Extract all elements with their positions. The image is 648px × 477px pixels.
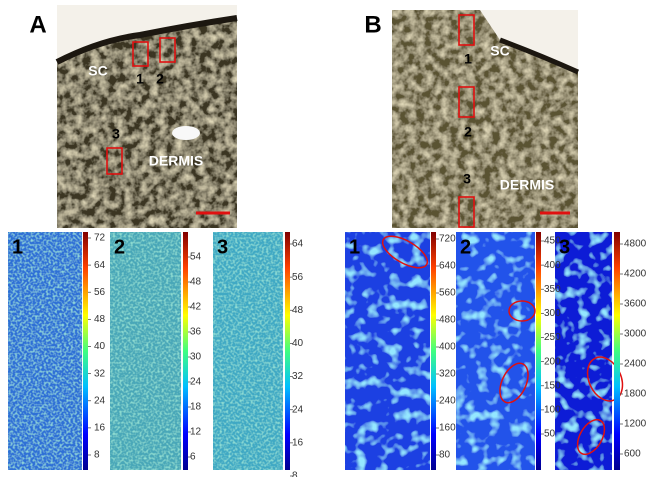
colorbar-tick-label: 400 (544, 260, 561, 271)
colorbar (536, 232, 541, 470)
colorbar-tick-label: 30 (190, 352, 202, 363)
colorbar-tick-label: 400 (439, 342, 456, 353)
colorbar-tick-label: 250 (544, 332, 561, 343)
micrograph-b (392, 10, 578, 228)
colorbar-tick-label: 48 (190, 277, 202, 288)
colorbar-tick-label: 64 (94, 260, 106, 271)
colorbar-tick-label: 24 (292, 404, 304, 415)
colorbar-tick-label: 600 (624, 449, 641, 460)
colorbar-tick-label: 100 (544, 405, 561, 416)
map-label: 1 (349, 236, 360, 258)
colorbar-tick-label: 720 (439, 234, 456, 245)
colorbar-tick-label: 1200 (624, 419, 647, 430)
colorbar-tick-label: 36 (190, 327, 202, 338)
colorbar-tick-label: 40 (292, 338, 304, 349)
tissue-label: SC (88, 63, 107, 79)
region-number: 3 (112, 126, 120, 142)
colorbar-tick-label: 48 (292, 305, 304, 316)
colorbar-tick-label: 240 (439, 396, 456, 407)
colorbar-tick-label: 2400 (624, 359, 647, 370)
colorbar-tick-label: 56 (292, 272, 304, 283)
region-number: 2 (464, 124, 472, 140)
map-label: 2 (460, 236, 471, 258)
colorbar-tick-label: 12 (190, 427, 202, 438)
panel-label: A (29, 11, 46, 38)
colorbar-tick-label: 42 (190, 302, 202, 313)
colorbar-tick-label: 32 (94, 368, 106, 379)
region-number: 1 (136, 71, 144, 87)
colorbar-tick-label: 6 (190, 452, 196, 463)
panel-label: B (364, 11, 381, 38)
map-label: 3 (559, 236, 570, 258)
colorbar-tick-label: 640 (439, 261, 456, 272)
colorbar-tick-label: 50 (544, 429, 556, 440)
map-label: 3 (217, 236, 228, 258)
tissue-label: DERMIS (149, 153, 203, 169)
region-number: 2 (156, 71, 164, 87)
colorbar-tick-label: 40 (94, 341, 106, 352)
colorbar (183, 232, 188, 470)
colorbar (285, 232, 290, 470)
colorbar-tick-label: 8 (292, 471, 298, 477)
colorbar-tick-label: 4200 (624, 269, 647, 280)
colorbar-tick-label: 24 (190, 377, 202, 388)
colorbar-tick-label: 1800 (624, 389, 647, 400)
colorbar-tick-label: 3000 (624, 329, 647, 340)
colorbar-tick-label: 300 (544, 308, 561, 319)
colorbar-tick-label: 3600 (624, 299, 647, 310)
colorbar (431, 232, 436, 470)
colorbar-tick-label: 32 (292, 371, 304, 382)
colorbar-tick-label: 24 (94, 395, 106, 406)
micrograph-a (57, 5, 237, 228)
region-number: 1 (464, 51, 472, 67)
colorbar-tick-label: 56 (94, 287, 106, 298)
colorbar-tick-label: 480 (439, 315, 456, 326)
colorbar-tick-label: 320 (439, 369, 456, 380)
colorbar-tick-label: 200 (544, 356, 561, 367)
colorbar-tick-label: 16 (292, 437, 304, 448)
colorbar (614, 232, 620, 470)
colorbar (83, 232, 88, 470)
colorbar-tick-label: 350 (544, 284, 561, 295)
colorbar-tick-label: 160 (439, 423, 456, 434)
map-label: 2 (114, 236, 125, 258)
tissue-label: DERMIS (500, 177, 554, 193)
colorbar-tick-label: 72 (94, 233, 106, 244)
tissue-label: SC (490, 43, 509, 59)
colorbar-tick-label: 64 (292, 239, 304, 250)
colorbar-tick-label: 80 (439, 450, 451, 461)
figure: ASCDERMIS1231726456484032241682544842363… (0, 0, 648, 477)
map-label: 1 (12, 236, 23, 258)
colorbar-tick-label: 150 (544, 380, 561, 391)
colorbar-tick-label: 16 (94, 423, 106, 434)
region-number: 3 (463, 171, 471, 187)
colorbar-tick-label: 8 (94, 450, 100, 461)
colorbar-tick-label: 4800 (624, 239, 647, 250)
colorbar-tick-label: 560 (439, 288, 456, 299)
colorbar-tick-label: 54 (190, 252, 202, 263)
colorbar-tick-label: 18 (190, 402, 202, 413)
colorbar-tick-label: 48 (94, 314, 106, 325)
